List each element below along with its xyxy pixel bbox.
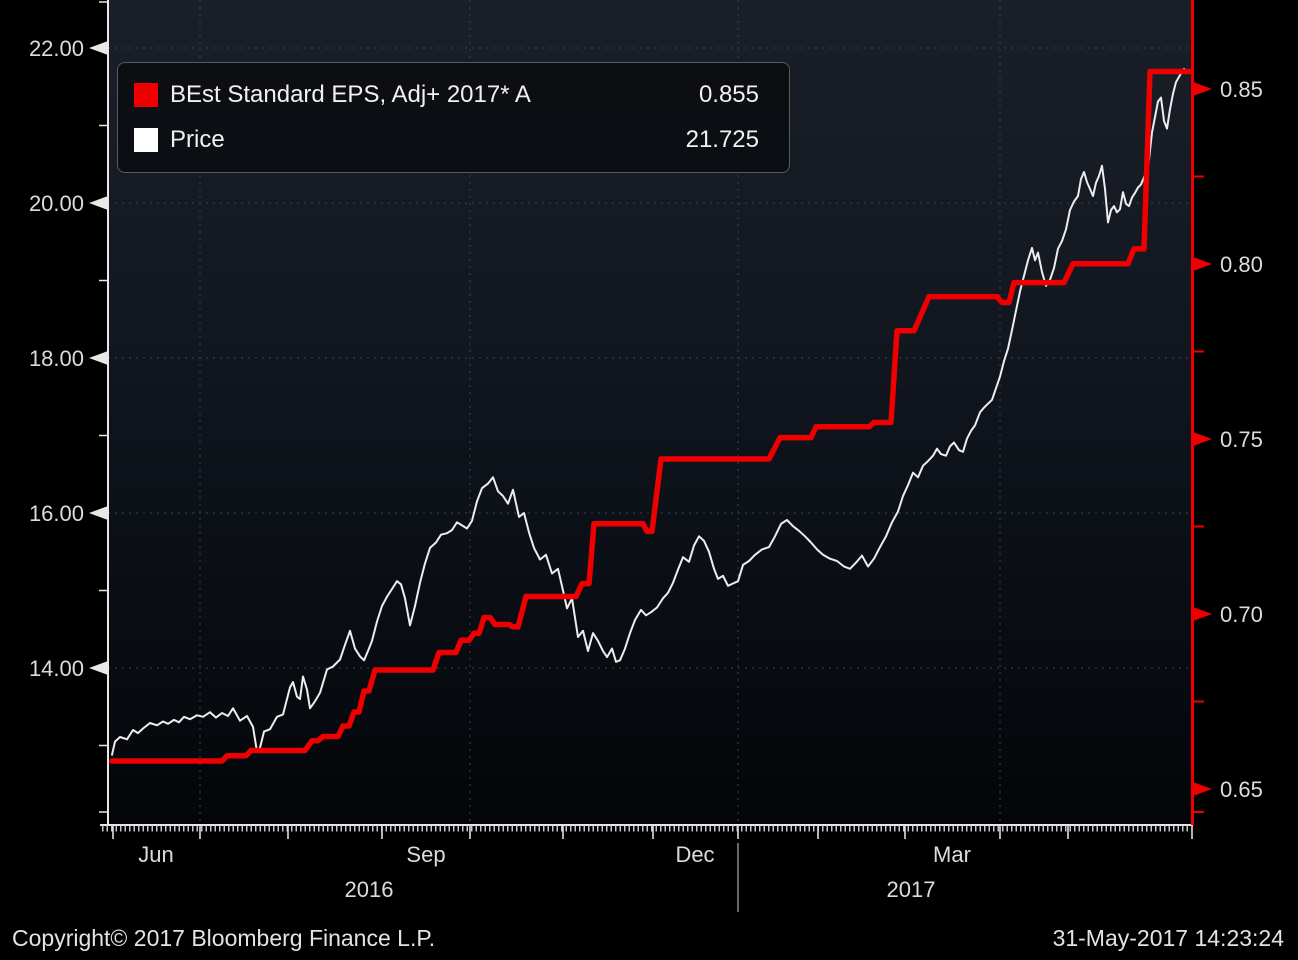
legend-item-price[interactable]: Price 21.725 (134, 125, 759, 153)
right-axis-tick-arrow (1193, 432, 1212, 446)
month-label: Sep (406, 842, 445, 867)
right-axis-tick-label: 0.75 (1220, 427, 1263, 452)
right-axis-tick-arrow (1193, 607, 1212, 621)
legend-item-eps[interactable]: BEst Standard EPS, Adj+ 2017* A 0.855 (134, 81, 759, 109)
year-label: 2016 (345, 877, 394, 902)
price-line-series[interactable] (111, 67, 1185, 756)
left-axis-tick-label: 20.00 (29, 191, 84, 216)
month-label: Dec (675, 842, 714, 867)
left-axis-tick-label: 16.00 (29, 501, 84, 526)
eps-series-swatch (134, 83, 158, 108)
eps-series-label: BEst Standard EPS, Adj+ 2017* A (170, 81, 531, 109)
right-axis-tick-arrow (1193, 782, 1212, 796)
left-axis-tick-arrow (89, 661, 108, 675)
price-series-label: Price (170, 125, 225, 153)
chart-generated-layer: 22.00 20.00 18.00 16.00 14.00 0.85 0.80 0.75 0.7… (29, 0, 1263, 912)
left-axis-tick-arrow (89, 41, 108, 55)
left-axis-tick-label: 22.00 (29, 36, 84, 61)
left-axis-tick-arrow (89, 196, 108, 210)
right-axis-tick-label: 0.80 (1220, 252, 1263, 277)
timestamp-text: 31-May-2017 14:23:24 (1052, 925, 1284, 951)
right-axis-tick-arrow (1193, 257, 1212, 271)
legend: BEst Standard EPS, Adj+ 2017* A 0.855 Pr… (117, 62, 790, 173)
copyright-text: Copyright© 2017 Bloomberg Finance L.P. (12, 925, 436, 951)
price-series-swatch (134, 127, 158, 152)
left-axis-tick-arrow (89, 351, 108, 365)
month-label: Mar (933, 842, 971, 867)
price-series-value: 21.725 (685, 125, 759, 153)
right-axis-tick-label: 0.85 (1220, 77, 1263, 102)
right-axis-tick-label: 0.65 (1220, 777, 1263, 802)
left-axis-tick-arrow (89, 506, 108, 520)
left-axis-tick-label: 18.00 (29, 346, 84, 371)
right-axis-tick-arrow (1193, 82, 1212, 96)
eps-series-value: 0.855 (698, 81, 759, 109)
eps-step-series[interactable] (109, 68, 1193, 764)
right-axis-tick-label: 0.70 (1220, 602, 1263, 627)
left-axis-tick-label: 14.00 (29, 656, 84, 681)
year-label: 2017 (887, 877, 936, 902)
month-label: Jun (138, 842, 173, 867)
